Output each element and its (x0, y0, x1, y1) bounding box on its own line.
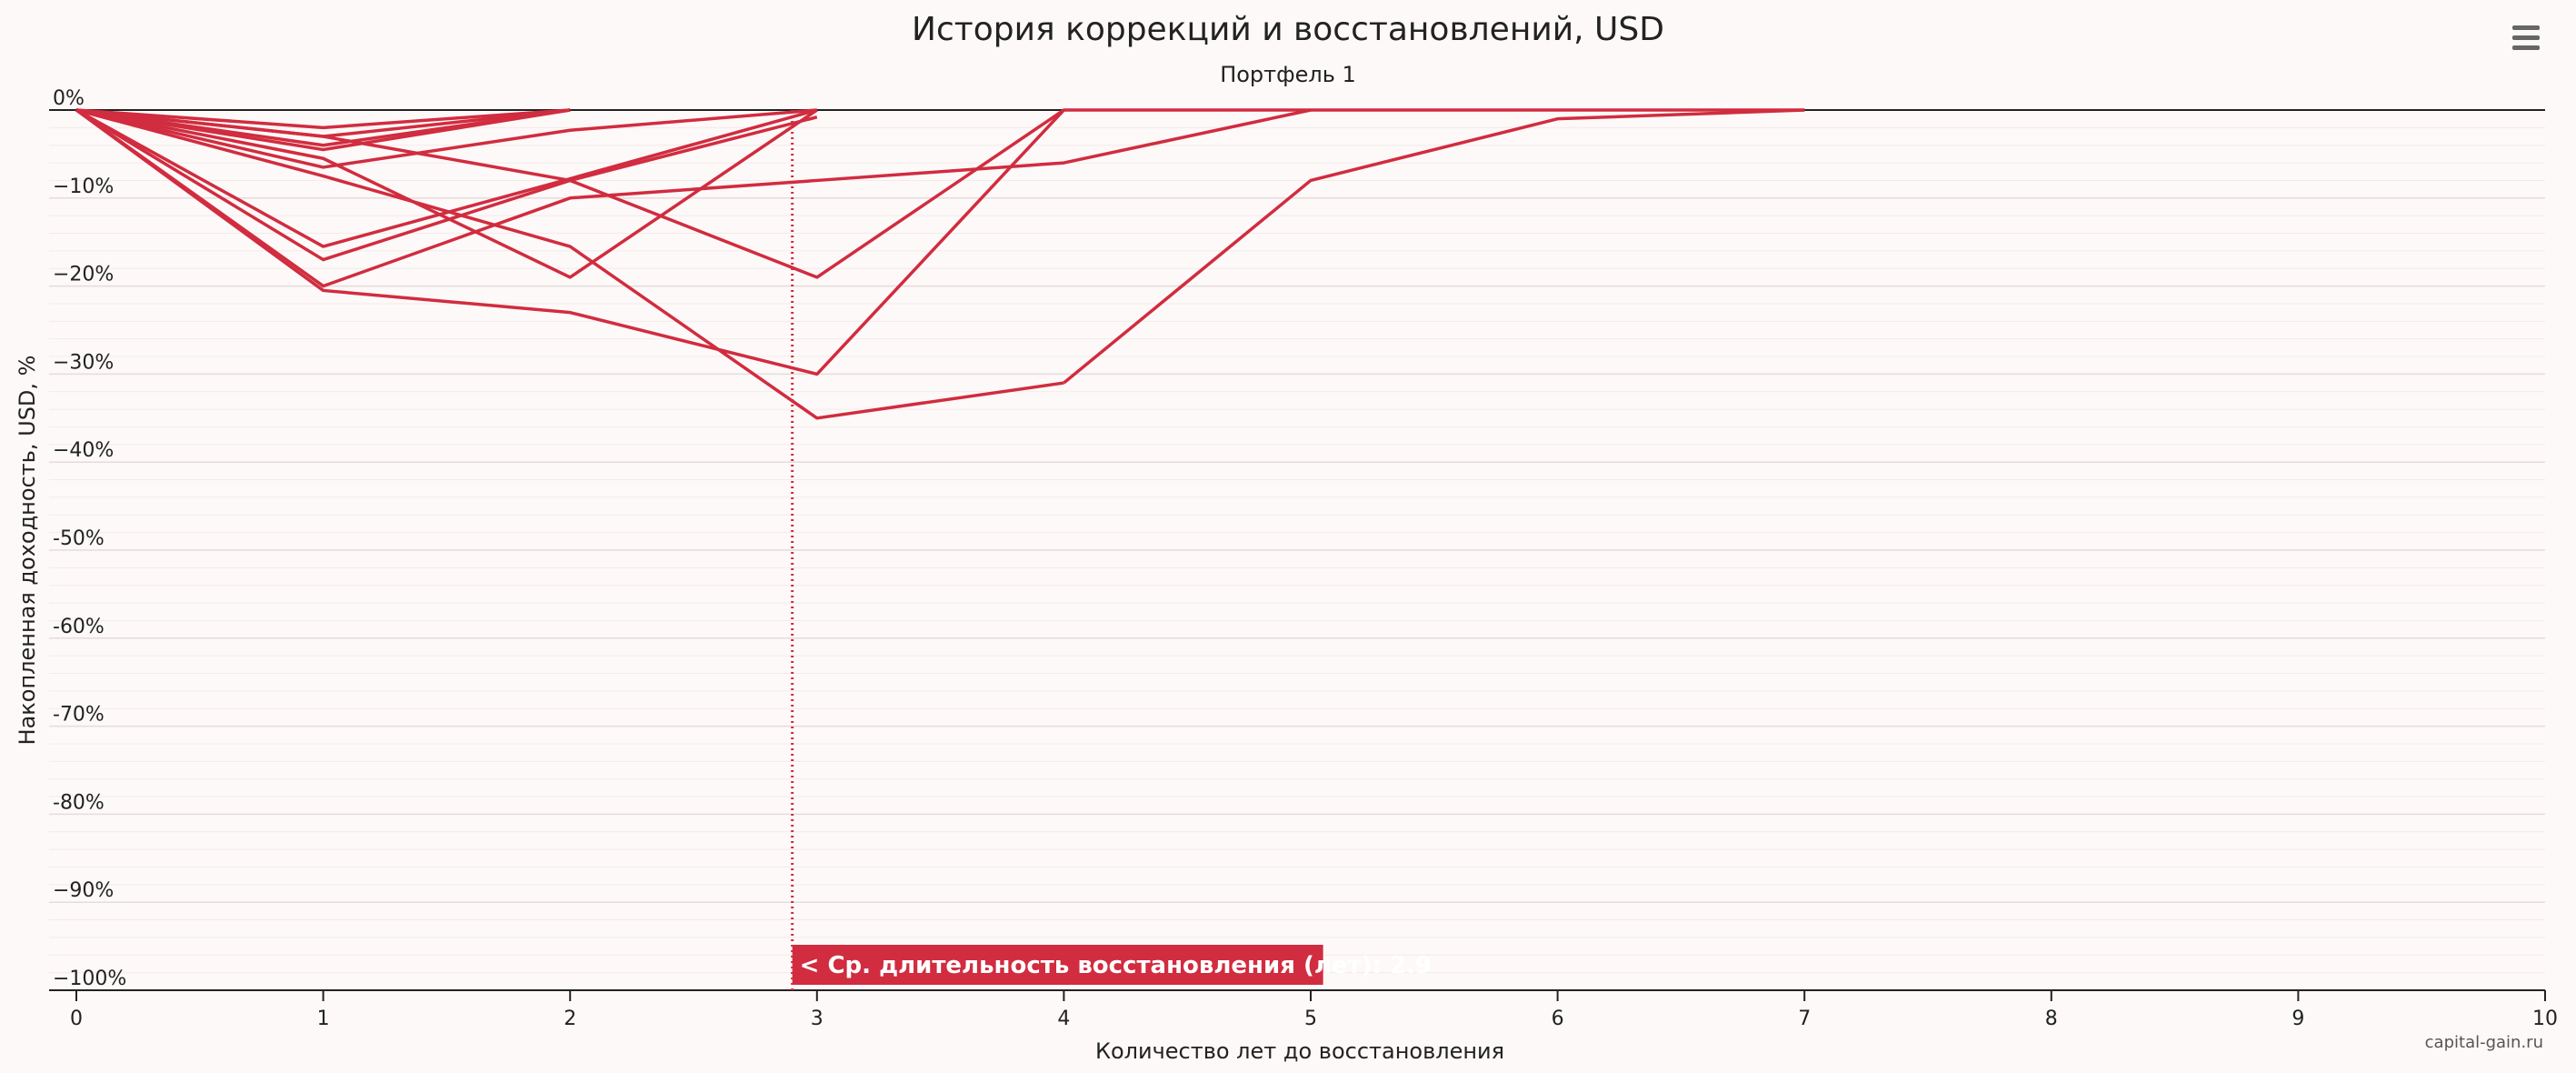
drawdown-series-line (75, 108, 1312, 288)
x-axis-ticks: 0 1 2 3 4 5 6 7 8 9 10 (70, 990, 2558, 1030)
y-tick-label: −10% (53, 175, 114, 198)
y-axis-title: Накопленная доходность, USD, % (15, 356, 40, 746)
y-tick-label: -80% (53, 791, 105, 814)
x-tick-label: 8 (2045, 1008, 2058, 1030)
grid (49, 109, 2545, 991)
x-tick-label: 2 (564, 1008, 576, 1030)
y-tick-label: -50% (53, 527, 105, 550)
drawdown-series-line (75, 108, 818, 279)
y-tick-label: −100% (53, 968, 126, 990)
y-tick-label: −30% (53, 351, 114, 374)
x-tick-label: 9 (2291, 1008, 2304, 1030)
drawdown-series-line (75, 108, 1065, 376)
x-tick-label: 4 (1057, 1008, 1070, 1030)
annotation-label-box (792, 945, 1323, 985)
chart-subtitle: Портфель 1 (1220, 62, 1356, 87)
y-tick-label: −20% (53, 264, 114, 286)
x-tick-label: 1 (317, 1008, 330, 1030)
drawdown-series-line (1063, 108, 1805, 385)
drawdown-series-line (75, 108, 1064, 420)
y-tick-label: −40% (53, 439, 114, 462)
y-tick-label: -60% (53, 616, 105, 638)
y-tick-label: 0% (53, 87, 85, 110)
annotation-label: < Ср. длительность восстановления (лет):… (800, 952, 1432, 979)
drawdown-series-line (75, 108, 1805, 279)
x-tick-label: 5 (1304, 1008, 1317, 1030)
series-lines (75, 108, 1805, 420)
hamburger-menu-icon[interactable] (2501, 18, 2549, 58)
x-tick-label: 3 (811, 1008, 824, 1030)
x-tick-label: 10 (2532, 1008, 2558, 1030)
x-tick-label: 6 (1552, 1008, 1564, 1030)
drawdown-series-line (75, 108, 571, 130)
y-axis-ticks: 0% −10% −20% −30% −40% -50% -60% -70% -80% −90% −1… (53, 87, 126, 990)
chart-title: История коррекций и восстановлений, USD (912, 11, 1664, 48)
average-recovery-annotation: < Ср. длительность восстановления (лет):… (791, 110, 1432, 990)
x-tick-label: 0 (70, 1008, 83, 1030)
x-tick-label: 7 (1798, 1008, 1811, 1030)
drawdown-series-line (75, 108, 817, 169)
x-axis-title: Количество лет до восстановления (1095, 1038, 1504, 1064)
drawdown-series-line (75, 108, 571, 152)
y-tick-label: −90% (53, 879, 114, 902)
credit-link[interactable]: capital-gain.ru (2425, 1033, 2543, 1052)
y-tick-label: -70% (53, 704, 105, 727)
drawdown-series-line (75, 108, 818, 262)
